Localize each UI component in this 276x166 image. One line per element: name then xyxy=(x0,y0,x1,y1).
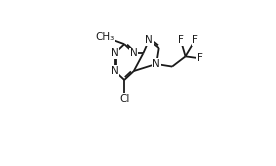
Text: Cl: Cl xyxy=(119,93,129,104)
Text: N: N xyxy=(152,59,160,69)
Text: N: N xyxy=(111,66,118,76)
Text: N: N xyxy=(130,48,138,58)
Text: N: N xyxy=(145,35,153,45)
Text: N: N xyxy=(111,48,118,58)
Text: F: F xyxy=(197,53,203,63)
Text: F: F xyxy=(178,35,184,45)
Text: F: F xyxy=(192,35,198,45)
Text: CH₃: CH₃ xyxy=(95,32,115,42)
